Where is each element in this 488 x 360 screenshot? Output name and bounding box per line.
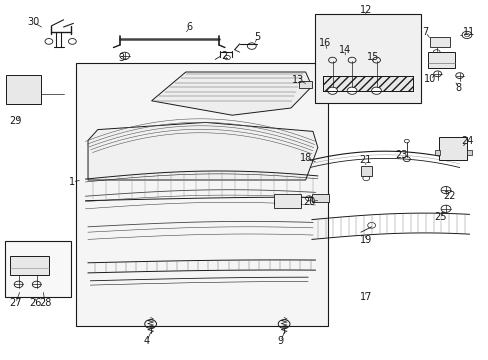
Text: 11: 11	[462, 27, 475, 37]
Text: 5: 5	[254, 32, 260, 42]
Bar	[360, 166, 371, 176]
Text: 1: 1	[69, 177, 75, 187]
Text: 12: 12	[359, 5, 371, 15]
Text: 30: 30	[27, 17, 40, 27]
Text: 4: 4	[143, 336, 149, 346]
Text: 20: 20	[302, 197, 315, 207]
Bar	[299, 81, 311, 88]
Bar	[427, 52, 454, 68]
Bar	[315, 14, 420, 103]
Polygon shape	[151, 72, 311, 115]
Bar	[5, 241, 71, 297]
Bar	[76, 63, 327, 326]
Text: 13: 13	[291, 75, 304, 85]
Text: 6: 6	[186, 22, 192, 32]
Bar	[311, 194, 328, 202]
Text: 15: 15	[366, 51, 379, 62]
Text: 2: 2	[221, 51, 226, 61]
Text: 24: 24	[460, 136, 473, 147]
Text: 7: 7	[422, 27, 427, 37]
Bar	[429, 37, 449, 47]
Bar	[6, 75, 41, 104]
Text: 21: 21	[359, 155, 371, 165]
Text: 17: 17	[359, 292, 371, 302]
Bar	[434, 150, 439, 155]
Text: 28: 28	[39, 298, 51, 308]
Text: 29: 29	[9, 116, 22, 126]
Text: 26: 26	[29, 298, 41, 308]
Bar	[322, 76, 412, 91]
Circle shape	[327, 87, 337, 94]
Text: 22: 22	[443, 191, 455, 201]
Text: 18: 18	[299, 153, 311, 163]
Bar	[10, 256, 49, 275]
Text: 10: 10	[423, 74, 436, 84]
Text: 14: 14	[338, 45, 351, 55]
Bar	[466, 150, 471, 155]
Text: 27: 27	[9, 298, 22, 308]
Text: 9: 9	[277, 336, 283, 346]
Text: 23: 23	[394, 150, 407, 160]
Text: 16: 16	[318, 38, 331, 48]
Circle shape	[371, 87, 381, 94]
Text: 3: 3	[118, 53, 124, 63]
Text: 19: 19	[359, 235, 371, 246]
Circle shape	[346, 87, 356, 94]
Polygon shape	[88, 122, 317, 180]
Bar	[273, 194, 300, 208]
Text: 8: 8	[455, 83, 461, 93]
Bar	[438, 137, 467, 160]
Text: 25: 25	[433, 212, 446, 222]
